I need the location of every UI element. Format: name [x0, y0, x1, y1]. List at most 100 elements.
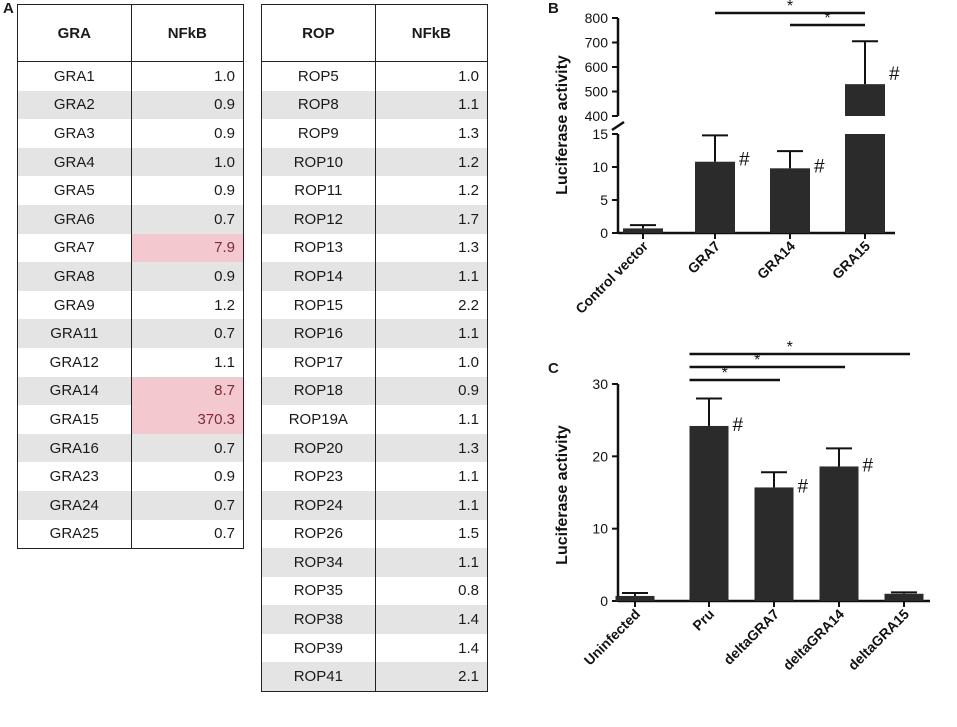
- row-name: GRA2: [17, 90, 132, 120]
- x-tick-label: deltaGRA7: [720, 606, 782, 668]
- table-row: GRA11 0.7: [17, 319, 245, 348]
- row-name: ROP39: [261, 633, 376, 663]
- x-tick-label: Pru: [689, 606, 717, 634]
- row-name: GRA12: [17, 347, 132, 377]
- x-tick-label: GRA7: [684, 238, 723, 277]
- row-name: ROP34: [261, 548, 376, 577]
- bar: [819, 466, 859, 601]
- bar: [695, 161, 735, 233]
- gra-table-header: GRA NFkB: [17, 4, 245, 62]
- table-row: GRA12 1.1: [17, 347, 245, 377]
- y-tick-label: 10: [592, 521, 608, 537]
- table-row: ROP35 0.8: [261, 576, 489, 606]
- table-row: GRA2 0.9: [17, 90, 245, 120]
- row-name: ROP16: [261, 319, 376, 348]
- rop-header-value: NFkB: [374, 4, 489, 62]
- row-value: 2.2: [375, 290, 489, 320]
- bar: [770, 168, 810, 233]
- table-row: ROP34 1.1: [261, 548, 489, 577]
- table-row: ROP26 1.5: [261, 519, 489, 549]
- row-name: GRA25: [17, 519, 132, 549]
- row-value: 1.0: [375, 61, 489, 91]
- row-value-highlighted: 370.3: [131, 405, 245, 434]
- gra-header-name: GRA: [17, 4, 132, 62]
- rop-table-header: ROP NFkB: [261, 4, 489, 62]
- row-value: 0.7: [131, 204, 245, 234]
- row-value: 1.7: [375, 204, 489, 234]
- table-row: ROP19A 1.1: [261, 405, 489, 434]
- row-value: 0.8: [375, 576, 489, 606]
- table-row: ROP24 1.1: [261, 490, 489, 520]
- row-value: 0.7: [131, 319, 245, 348]
- row-value: 0.9: [131, 262, 245, 291]
- table-row: GRA1 1.0: [17, 61, 245, 91]
- gra-header-value: NFkB: [130, 4, 245, 62]
- row-name: ROP35: [261, 576, 376, 606]
- row-name: GRA9: [17, 290, 132, 320]
- y-tick-label: 20: [592, 448, 608, 464]
- table-row: ROP8 1.1: [261, 90, 489, 120]
- bar: [623, 228, 663, 233]
- row-name: ROP19A: [261, 405, 376, 434]
- row-value: 0.7: [131, 519, 245, 549]
- row-value: 1.2: [131, 290, 245, 320]
- row-name: ROP18: [261, 376, 376, 406]
- row-name: ROP20: [261, 433, 376, 463]
- row-value: 0.9: [131, 119, 245, 148]
- row-name: GRA1: [17, 61, 132, 91]
- row-value: 0.9: [131, 176, 245, 205]
- row-value: 1.0: [131, 147, 245, 177]
- chart-c: 0 10 20 30 Luciferase activity Uninfected # Pru…: [554, 339, 930, 673]
- table-row: ROP12 1.7: [261, 204, 489, 234]
- table-row: ROP23 1.1: [261, 462, 489, 491]
- rop-table: ROP NFkB ROP5 1.0 ROP8 1.1 ROP9 1.3 ROP10 1.2 RO…: [261, 4, 489, 693]
- x-tick-label: GRA15: [829, 238, 873, 282]
- table-row: ROP16 1.1: [261, 319, 489, 348]
- bar: [884, 593, 924, 601]
- row-name: GRA3: [17, 119, 132, 148]
- panel-b-label: B: [548, 0, 559, 17]
- row-value: 1.1: [375, 490, 489, 520]
- hash-mark: #: [798, 476, 809, 497]
- row-value: 1.1: [131, 347, 245, 377]
- y-tick-label: 500: [585, 84, 609, 100]
- row-name: ROP12: [261, 204, 376, 234]
- table-row: ROP10 1.2: [261, 147, 489, 177]
- table-row: GRA7 7.9: [17, 233, 245, 263]
- bar: [689, 425, 729, 601]
- bar-lower-segment: [845, 134, 885, 233]
- table-row: ROP9 1.3: [261, 119, 489, 148]
- row-name: ROP8: [261, 90, 376, 120]
- row-value: 0.7: [131, 490, 245, 520]
- row-name: ROP11: [261, 176, 376, 205]
- row-name: ROP10: [261, 147, 376, 177]
- table-row: GRA6 0.7: [17, 204, 245, 234]
- row-name: GRA15: [17, 405, 132, 434]
- row-value: 0.9: [131, 462, 245, 491]
- row-name: ROP38: [261, 605, 376, 634]
- table-row: ROP14 1.1: [261, 262, 489, 291]
- row-value: 1.1: [375, 405, 489, 434]
- row-name: GRA5: [17, 176, 132, 205]
- y-tick-label: 700: [585, 35, 609, 51]
- hash-mark: #: [889, 64, 900, 85]
- table-row: ROP13 1.3: [261, 233, 489, 263]
- row-value: 0.9: [131, 90, 245, 120]
- row-value: 1.3: [375, 433, 489, 463]
- y-axis-title: Luciferase activity: [554, 425, 571, 565]
- significance-star: *: [754, 352, 760, 369]
- significance-star: *: [722, 365, 728, 382]
- y-tick-label: 0: [600, 593, 608, 609]
- row-value: 1.0: [375, 347, 489, 377]
- row-value: 0.7: [131, 433, 245, 463]
- row-name: GRA14: [17, 376, 132, 406]
- row-value: 1.1: [375, 548, 489, 577]
- row-name: GRA4: [17, 147, 132, 177]
- y-tick-label: 600: [585, 59, 609, 75]
- table-row: ROP15 2.2: [261, 290, 489, 320]
- row-value: 1.1: [375, 462, 489, 491]
- table-row: GRA16 0.7: [17, 433, 245, 463]
- table-row: ROP41 2.1: [261, 662, 489, 692]
- hash-mark: #: [814, 156, 825, 177]
- y-tick-label: 800: [585, 10, 609, 26]
